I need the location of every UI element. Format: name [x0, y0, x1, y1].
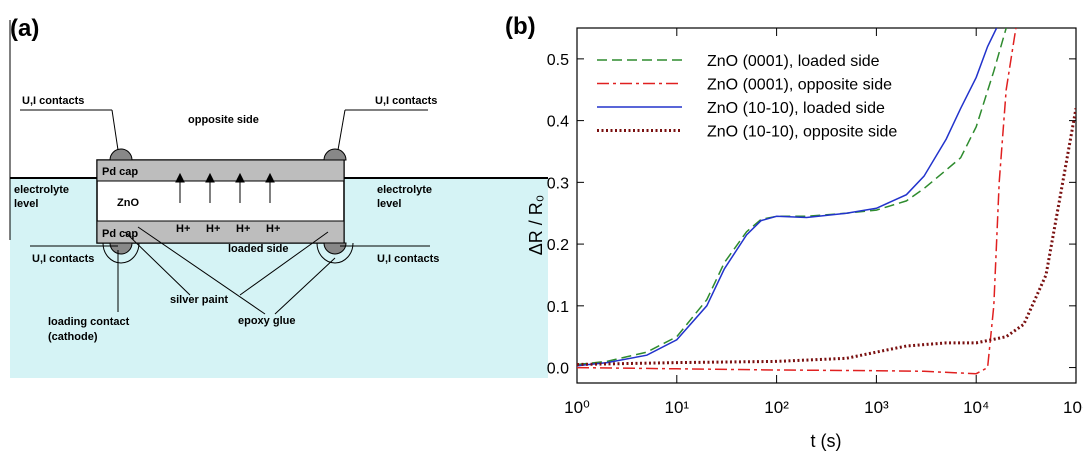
plot-area	[577, 28, 1076, 375]
legend-label: ZnO (0001), loaded side	[707, 53, 880, 70]
label: U,I contacts	[375, 95, 437, 107]
pd-cap	[96, 220, 345, 244]
contact	[323, 148, 347, 161]
label: Pd cap	[102, 166, 138, 178]
label: H+	[266, 223, 280, 235]
legend-label: ZnO (10-10), loaded side	[707, 100, 885, 117]
label: U,I contacts	[22, 95, 84, 107]
epoxy	[102, 242, 140, 264]
label: ZnO	[117, 197, 139, 209]
y-tick-label: 0.5	[547, 52, 569, 69]
x-tick-label: 10³	[864, 398, 889, 417]
pd-cap	[96, 159, 345, 182]
label: U,I contacts	[377, 253, 439, 265]
label: opposite side	[188, 114, 259, 126]
line-series	[577, 108, 1076, 366]
x-tick-label: 10⁵	[1063, 398, 1083, 417]
connectors	[20, 109, 430, 315]
label: silver paint	[170, 294, 228, 306]
label: Pd cap	[102, 228, 138, 240]
x-tick-label: 10⁰	[564, 398, 590, 417]
label: H+	[236, 223, 250, 235]
label: H+	[206, 223, 220, 235]
label: (cathode)	[48, 331, 98, 343]
line-series	[577, 28, 1017, 375]
label: loading contact	[48, 316, 130, 328]
label: electrolyte	[377, 184, 432, 196]
x-tick-label: 10¹	[665, 398, 690, 417]
arrows	[175, 172, 275, 203]
panel-a: (a) U,I contacts opposite side U,I conta…	[9, 15, 548, 378]
x-tick-label: 10⁴	[963, 398, 989, 417]
label: level	[377, 198, 401, 210]
panel-b: (b) t (s) ΔR / R₀ 0.0 0.1 0.2 0.3 0.4 0.5 10⁰ 1…	[505, 13, 1083, 451]
line-series	[577, 28, 1007, 366]
legend-label: ZnO (0001), opposite side	[707, 77, 892, 94]
y-axis-label: ΔR / R₀	[526, 195, 546, 256]
label: H+	[176, 223, 190, 235]
label: level	[14, 198, 38, 210]
y-tick-label: 0.0	[547, 361, 569, 378]
legend-label: ZnO (10-10), opposite side	[707, 124, 897, 141]
plot-frame	[576, 27, 1077, 384]
y-tick-label: 0.4	[547, 114, 569, 131]
label: loaded side	[228, 243, 289, 255]
label: epoxy glue	[238, 315, 295, 327]
label: electrolyte	[14, 184, 69, 196]
panel-label: (a)	[10, 15, 39, 42]
x-axis-label: t (s)	[811, 431, 842, 451]
panel-label: (b)	[505, 13, 536, 40]
y-tick-label: 0.2	[547, 237, 569, 254]
y-tick-label: 0.1	[547, 299, 569, 316]
line-series	[577, 28, 998, 367]
y-tick-label: 0.3	[547, 175, 569, 192]
x-tick-label: 10²	[764, 398, 789, 417]
epoxy	[316, 242, 354, 264]
contact	[109, 148, 133, 161]
label: U,I contacts	[32, 253, 94, 265]
